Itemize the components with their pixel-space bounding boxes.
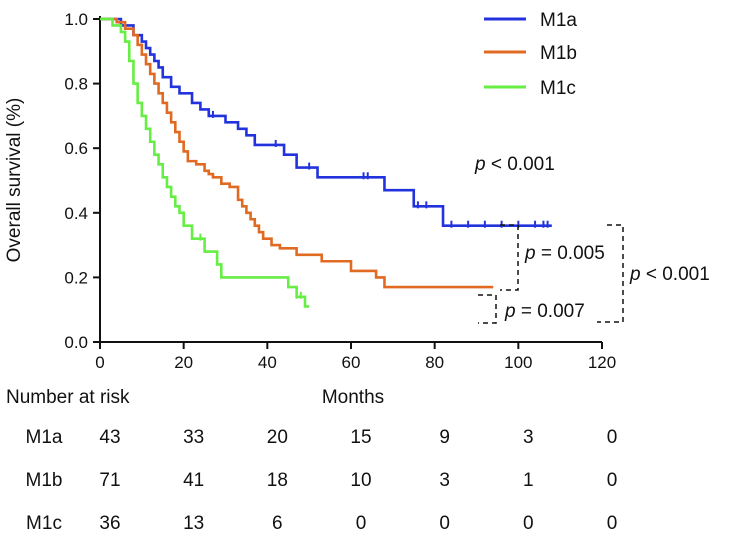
pvalue-overall-symbol: p <box>474 154 486 175</box>
risk-cell: 6 <box>272 513 283 534</box>
risk-cell: 43 <box>99 427 120 448</box>
pvalue-b-vs-c-symbol: p <box>504 301 516 322</box>
pvalue-b-vs-c: p = 0.007 <box>504 301 585 322</box>
risk-cell: 9 <box>439 427 450 448</box>
risk-cell: 71 <box>99 470 120 491</box>
risk-cell: 18 <box>267 470 288 491</box>
y-tick-label: 0.4 <box>64 204 88 223</box>
bracket-a-vs-b <box>500 224 519 291</box>
risk-cell: 0 <box>523 513 534 534</box>
series-line-m1a <box>100 17 552 228</box>
risk-cell: 0 <box>607 427 618 448</box>
series-line-m1b <box>100 17 494 289</box>
pvalue-overall-text: < 0.001 <box>486 154 555 175</box>
risk-cell: 1 <box>523 470 534 491</box>
risk-cell: 3 <box>523 427 534 448</box>
legend-label-m1b: M1b <box>540 43 577 64</box>
risk-cell: 33 <box>183 427 204 448</box>
bracket-a-vs-c <box>597 224 624 323</box>
x-tick-label: 40 <box>258 353 277 372</box>
risk-row-label: M1c <box>26 513 62 534</box>
pvalue-a-vs-c-text: < 0.001 <box>641 264 710 285</box>
risk-cell: 15 <box>350 427 371 448</box>
legend-label-m1c: M1c <box>540 78 576 99</box>
pvalue-a-vs-b: p = 0.005 <box>524 243 605 264</box>
legend-label-m1a: M1a <box>540 10 577 31</box>
risk-cell: 13 <box>183 513 204 534</box>
y-tick-label: 0.6 <box>64 139 88 158</box>
pvalue-a-vs-c-symbol: p <box>629 264 641 285</box>
bracket-b-vs-c <box>478 294 497 324</box>
series-line-m1c <box>100 17 310 308</box>
x-tick-label: 80 <box>425 353 444 372</box>
y-tick-label: 0.0 <box>64 333 88 352</box>
risk-cell: 3 <box>439 470 450 491</box>
risk-row-label: M1a <box>26 427 63 448</box>
y-tick-label: 1.0 <box>64 10 88 29</box>
risk-cell: 10 <box>350 470 371 491</box>
comparison-brackets <box>478 224 624 324</box>
risk-cell: 0 <box>439 513 450 534</box>
y-tick-label: 0.8 <box>64 75 88 94</box>
risk-cell: 0 <box>607 470 618 491</box>
risk-cell: 20 <box>267 427 288 448</box>
series-layer <box>100 17 552 308</box>
risk-cell: 41 <box>183 470 204 491</box>
x-tick-label: 0 <box>95 353 104 372</box>
pvalue-a-vs-b-symbol: p <box>524 243 536 264</box>
risk-table-header: Number at risk <box>6 387 130 408</box>
x-tick-label: 100 <box>504 353 532 372</box>
x-tick-label: 60 <box>342 353 361 372</box>
y-tick-label: 0.2 <box>64 268 88 287</box>
risk-row-label: M1b <box>26 470 63 491</box>
x-tick-label: 20 <box>174 353 193 372</box>
y-axis-title: Overall survival (%) <box>4 98 25 263</box>
pvalue-a-vs-b-text: = 0.005 <box>536 243 605 264</box>
risk-cell: 0 <box>607 513 618 534</box>
legend: M1a M1b M1c <box>484 10 577 99</box>
pvalue-a-vs-c: p < 0.001 <box>629 264 710 285</box>
x-tick-label: 120 <box>588 353 616 372</box>
x-axis-title: Months <box>322 387 384 408</box>
risk-cell: 0 <box>356 513 367 534</box>
pvalue-b-vs-c-text: = 0.007 <box>516 301 585 322</box>
pvalue-overall: p < 0.001 <box>474 154 555 175</box>
x-ticks: 0 20 40 60 80 100 120 <box>95 342 616 372</box>
risk-cell: 36 <box>99 513 120 534</box>
y-ticks: 0.0 0.2 0.4 0.6 0.8 1.0 <box>64 10 100 352</box>
